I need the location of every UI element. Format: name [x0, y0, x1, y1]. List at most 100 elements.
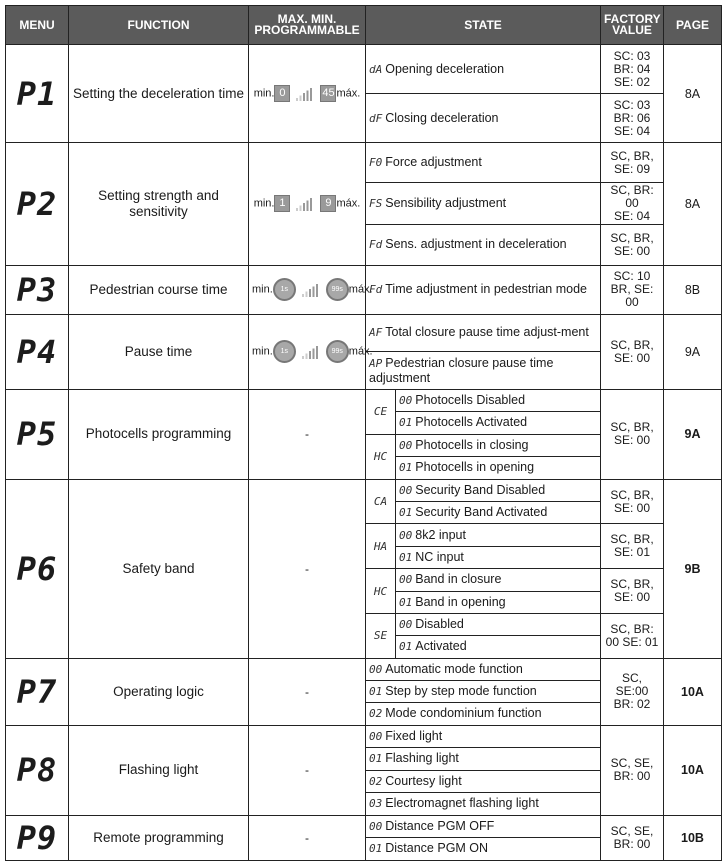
state-code: 00 [369, 819, 383, 833]
stopwatch-min-icon: 1s [272, 340, 296, 364]
table-row: 01 Activated [6, 635, 722, 659]
max-label: máx. [348, 283, 373, 296]
factory-value: SC, BR, SE: 00 [600, 224, 664, 266]
table-row: HC 00 Photocells in closing [6, 433, 722, 480]
state-code: 01 [369, 752, 383, 766]
page-reference: 9A [663, 313, 722, 390]
state-cell: 00 Band in closure [395, 568, 601, 592]
programmable-range: min. 1s 99s máx. [248, 264, 373, 315]
factory-value: SC, BR, SE: 00 [600, 478, 664, 525]
table-row: AP Pedestrian closure pause time adjustme… [6, 351, 722, 390]
state-description: Security Band Activated [415, 505, 548, 520]
function-name: Setting strength and sensitivity [68, 142, 249, 266]
state-cell: Fd Sens. adjustment in deceleration [365, 224, 601, 266]
table-row: dF Closing deceleration SC: 03 BR: 06 SE: … [6, 93, 722, 143]
table-row: P8 Flashing light -00 Fixed light SC, SE, BR… [5, 724, 722, 816]
state-description: Distance PGM ON [385, 841, 489, 856]
state-description: Flashing light [385, 751, 459, 766]
state-cell: 00 8k2 input [395, 523, 601, 547]
state-code: FS [369, 197, 383, 211]
max-value-box: 9 [320, 195, 337, 213]
state-code: AF [369, 326, 383, 340]
programmable-range: - [248, 657, 366, 726]
programmable-range: min. 1 9 máx. [248, 142, 366, 266]
state-description: Mode condominium function [385, 706, 542, 721]
page-reference: 8B [663, 264, 722, 315]
factory-value: SC, BR: 00 SE: 04 [600, 182, 664, 226]
state-cell: 01 Step by step mode function [365, 679, 601, 704]
state-description: Automatic mode function [385, 661, 523, 676]
state-description: Photocells Disabled [415, 392, 526, 407]
menu-code: P7 [5, 657, 69, 726]
page-reference: 8A [663, 142, 722, 266]
state-description: Photocells Activated [415, 415, 528, 430]
page-reference: 9B [663, 478, 722, 659]
state-description: Electromagnet flashing light [385, 796, 539, 811]
function-name: Safety band [68, 478, 249, 659]
state-code: dF [369, 111, 383, 125]
table-row: P2 Setting strength and sensitivity min. 1 9… [5, 141, 722, 266]
state-code: 01 [399, 416, 413, 430]
page-reference: 9A [663, 388, 722, 480]
max-label: máx. [336, 197, 361, 210]
state-code: 02 [369, 707, 383, 721]
sub-parameter-code: HC [365, 433, 396, 480]
state-cell: 02 Mode condominium function [365, 702, 601, 726]
header-menu: MENU [5, 5, 69, 45]
factory-value: SC, SE, BR: 00 [600, 814, 664, 861]
state-description: Distance PGM OFF [385, 818, 495, 833]
state-code: 00 [399, 438, 413, 452]
state-description: Security Band Disabled [415, 482, 546, 497]
min-label: min. [253, 197, 275, 210]
factory-value: SC, BR, SE: 00 [600, 313, 664, 390]
state-code: 00 [369, 729, 383, 743]
state-description: Activated [415, 639, 467, 654]
state-code: 00 [399, 618, 413, 632]
state-description: 8k2 input [415, 527, 466, 542]
page-reference: 8A [663, 44, 722, 143]
header-factory-value: FACTORY VALUE [600, 5, 664, 45]
table-row: P7 Operating logic - 00 Automatic mode funct… [5, 657, 722, 726]
state-cell: 01 Activated [395, 635, 601, 659]
table-row: P5 Photocells programming - CE 00 Photocells … [5, 388, 722, 480]
min-value-box: 1 [274, 195, 291, 213]
state-cell: Fd Time adjustment in pedestrian mode [365, 264, 601, 315]
state-cell: 01 Security Band Activated [395, 501, 601, 525]
state-code: 01 [399, 640, 413, 654]
programmable-range: min. 1s 99s máx. [248, 313, 373, 390]
state-description: NC input [415, 549, 464, 564]
menu-code: P6 [5, 478, 69, 659]
signal-bars-icon [301, 283, 318, 297]
state-cell: 02 Courtesy light [365, 769, 601, 794]
header-page: PAGE [663, 5, 722, 45]
programmable-none: - [305, 427, 309, 442]
state-cell: 03 Electromagnet flashing light [365, 792, 601, 816]
header-state: STATE [365, 5, 601, 45]
programmable-none: - [305, 830, 309, 845]
table-row: 01 Distance PGM ON [6, 837, 722, 861]
state-cell: 00 Photocells in closing [395, 433, 601, 458]
state-description: Sensibility adjustment [385, 196, 507, 211]
header-row: MENU FUNCTION MAX. MIN. PROGRAMMABLE STA… [5, 5, 722, 45]
page-reference: 10B [663, 814, 722, 861]
state-description: Photocells in closing [415, 437, 529, 452]
header-programmable: MAX. MIN. PROGRAMMABLE [248, 5, 366, 45]
menu-code: P8 [5, 724, 69, 816]
state-cell: dA Opening deceleration [365, 44, 601, 94]
menu-code: P4 [5, 313, 69, 390]
programmable-none: - [305, 684, 309, 699]
stopwatch-max-icon: 99s [325, 340, 349, 364]
min-value-box: 0 [274, 85, 291, 102]
programming-table: MENU FUNCTION MAX. MIN. PROGRAMMABLE STA… [5, 5, 722, 861]
state-description: Fixed light [385, 728, 443, 743]
menu-code: P9 [5, 814, 69, 861]
state-cell: dF Closing deceleration [365, 93, 601, 143]
factory-value: SC, BR, SE: 00 [600, 568, 664, 614]
table-row: P6 Safety band - CA 00 Security Band Disabled… [5, 478, 722, 659]
state-code: 01 [399, 550, 413, 564]
state-code: 03 [369, 797, 383, 811]
table-row: 01 Security Band Activated [6, 501, 722, 525]
programmable-range: min. 0 45 máx. [248, 44, 366, 143]
state-description: Total closure pause time adjust-ment [385, 325, 589, 340]
table-row: P4 Pause time min. 1s 99s máx. AF Total closure… [5, 313, 722, 390]
